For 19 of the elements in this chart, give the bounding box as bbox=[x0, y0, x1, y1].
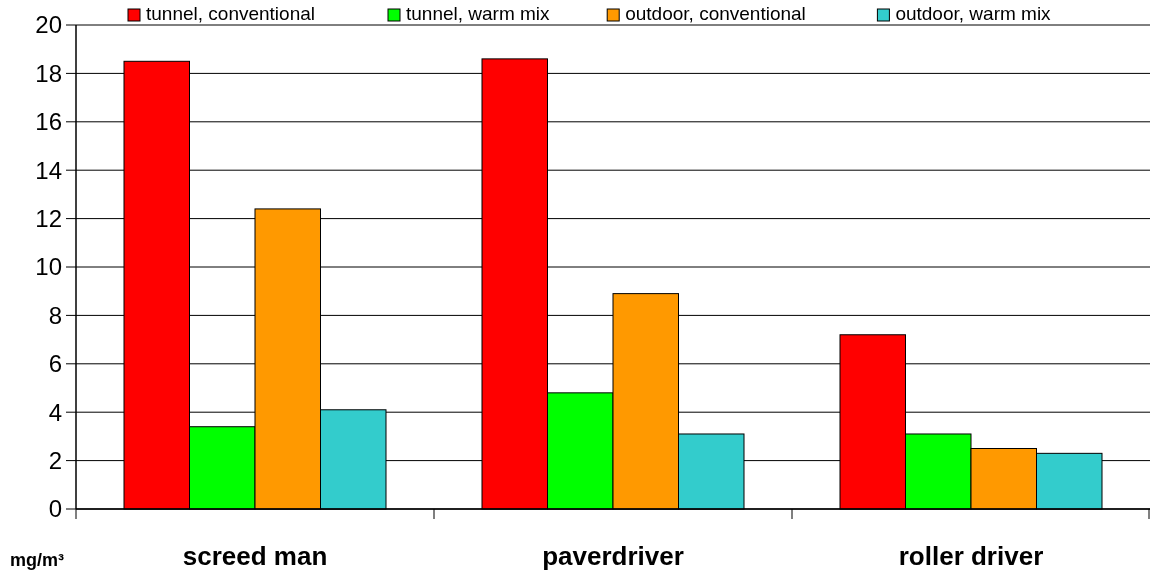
y-tick-label: 12 bbox=[35, 205, 62, 232]
y-tick-label: 6 bbox=[48, 350, 62, 378]
y-tick-label: 20 bbox=[35, 11, 62, 39]
y-tick-label: 0 bbox=[48, 495, 62, 523]
x-tick-label: roller driver bbox=[898, 541, 1044, 571]
legend-label: outdoor, warm mix bbox=[895, 3, 1052, 24]
legend-label: tunnel, warm mix bbox=[406, 3, 551, 24]
y-axis-title: mg/m³ bbox=[10, 550, 65, 570]
y-tick-label: 2 bbox=[48, 447, 62, 474]
y-tick-label: 16 bbox=[35, 108, 62, 136]
y-tick-label: 10 bbox=[35, 253, 62, 281]
x-tick-label: paverdriver bbox=[542, 541, 684, 571]
y-tick-label: 14 bbox=[35, 156, 62, 184]
y-tick-label: 18 bbox=[35, 59, 62, 87]
x-tick-label: screed man bbox=[182, 541, 328, 571]
legend-label: tunnel, conventional bbox=[146, 3, 316, 24]
y-tick-label: 4 bbox=[48, 398, 62, 426]
y-tick-label: 8 bbox=[48, 301, 62, 329]
legend-label: outdoor, conventional bbox=[625, 3, 806, 24]
